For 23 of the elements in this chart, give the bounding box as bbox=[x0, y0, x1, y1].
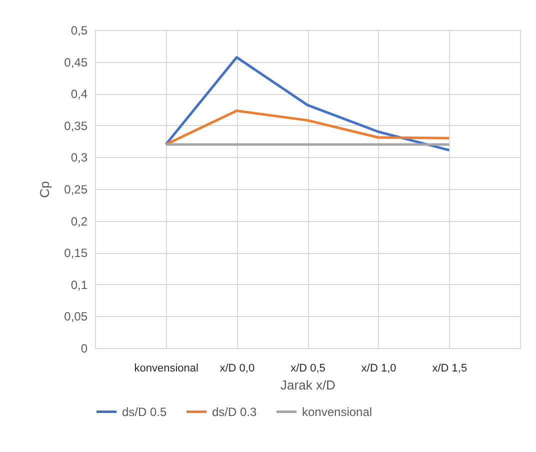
legend-label: ds/D 0.3 bbox=[212, 404, 258, 419]
line-series bbox=[164, 110, 450, 146]
legend-label: konvensional bbox=[302, 404, 372, 419]
y-tick-label: 0,45 bbox=[64, 55, 88, 70]
y-tick-label: 0,2 bbox=[70, 214, 88, 228]
x-tick-label: x/D 1,0 bbox=[361, 362, 396, 374]
x-tick-label: konvensional bbox=[134, 362, 198, 374]
y-tick-label: 0 bbox=[80, 342, 88, 356]
x-tick-label: x/D 0,5 bbox=[290, 362, 326, 374]
x-tick-label: x/D 1,5 bbox=[432, 362, 468, 374]
x-axis-title: Jarak x/D bbox=[280, 378, 336, 392]
line-series bbox=[164, 56, 450, 152]
x-tick-label: x/D 0,0 bbox=[220, 362, 255, 374]
y-tick-label: 0,25 bbox=[64, 182, 88, 196]
y-tick-label: 0,05 bbox=[64, 310, 88, 324]
legend-label: ds/D 0.5 bbox=[122, 404, 168, 419]
y-tick-label: 0,15 bbox=[64, 246, 88, 260]
y-tick-label: 0,3 bbox=[70, 150, 88, 165]
y-axis-title: Cp bbox=[37, 181, 52, 198]
y-tick-label: 0,5 bbox=[70, 24, 88, 38]
y-tick-label: 0,35 bbox=[64, 118, 88, 133]
y-tick-label: 0,1 bbox=[70, 278, 88, 292]
y-tick-label: 0,4 bbox=[70, 87, 88, 102]
